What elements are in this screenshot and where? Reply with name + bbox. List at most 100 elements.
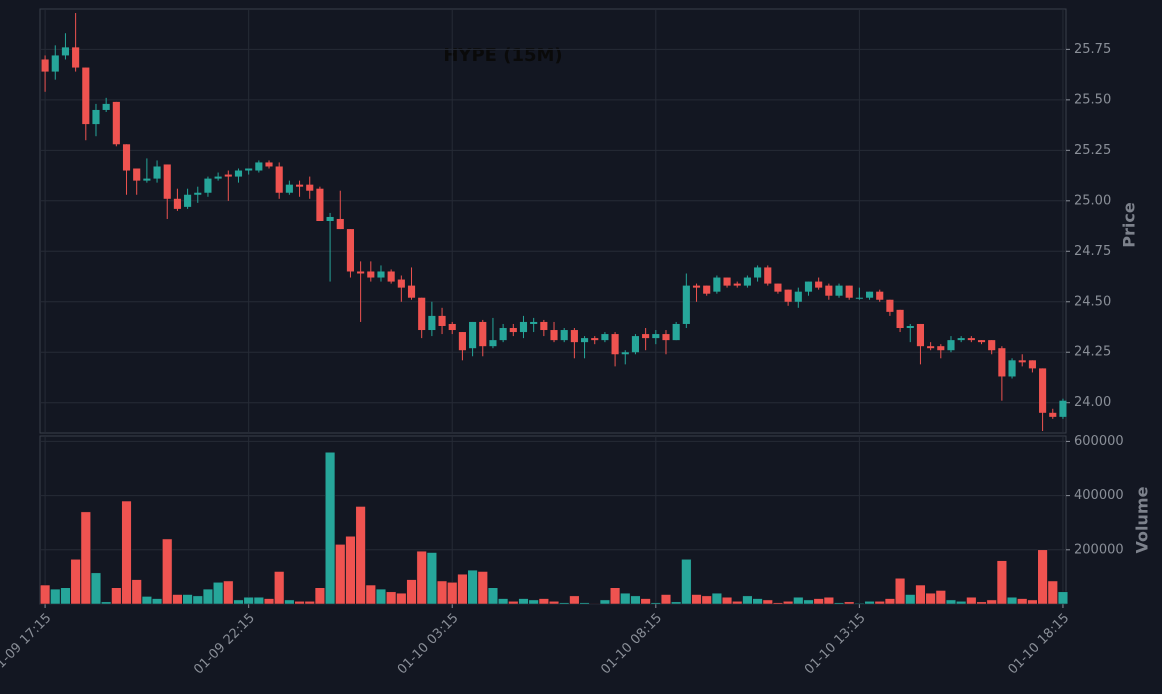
volume-bar	[467, 569, 478, 605]
candle-body	[407, 285, 416, 298]
candle-body	[692, 285, 701, 288]
candle-body	[733, 283, 741, 286]
volume-bar	[813, 598, 824, 605]
volume-bar	[141, 596, 152, 605]
volume-bar	[111, 587, 122, 605]
volume-tick-label: 200000	[1074, 542, 1124, 557]
volume-bar	[579, 602, 590, 605]
volume-bar	[263, 598, 275, 605]
y-tick-label: 24.25	[1074, 345, 1111, 360]
candle-body	[652, 334, 660, 339]
volume-bar	[40, 584, 51, 605]
candle-body	[703, 285, 711, 294]
candle-body	[204, 178, 212, 193]
volume-bar	[80, 511, 91, 605]
volume-bar	[1057, 591, 1069, 605]
volume-bar	[671, 601, 682, 605]
candle-body	[72, 47, 80, 68]
volume-bar	[1047, 580, 1058, 605]
volume-bar	[345, 536, 356, 605]
candle-body	[743, 277, 751, 286]
candle-body	[1049, 412, 1057, 417]
candle-body	[234, 170, 243, 177]
candle-body	[458, 332, 466, 351]
volume-bar	[925, 592, 936, 605]
volume-bar	[477, 571, 488, 605]
y-tick-label: 24.00	[1074, 395, 1111, 410]
volume-bar	[783, 601, 794, 605]
volume-bar	[90, 572, 102, 605]
y-tick-label: 25.75	[1074, 42, 1111, 57]
candle-body	[173, 198, 181, 209]
volume-bar	[986, 599, 997, 605]
volume-bar	[325, 452, 336, 605]
volume-bar	[935, 590, 946, 605]
volume-bar	[559, 602, 570, 605]
candle-body	[611, 334, 619, 355]
candle-body	[295, 184, 304, 187]
candle-body	[122, 144, 131, 171]
volume-bar	[650, 602, 661, 605]
volume-bar	[121, 500, 132, 605]
volume-bar	[915, 584, 926, 605]
candle-body	[845, 285, 853, 298]
candle-body	[896, 309, 904, 329]
candle-body	[214, 176, 222, 179]
volume-bar	[396, 592, 407, 605]
candle-body	[1028, 360, 1036, 369]
candle-body	[377, 271, 385, 278]
candle-body	[428, 315, 436, 331]
y-axis-label: Price	[1120, 202, 1139, 248]
volume-bar	[192, 595, 203, 605]
volume-bar	[131, 579, 142, 605]
volume-bar	[1027, 599, 1038, 605]
volume-bar	[895, 578, 906, 605]
candle-body	[346, 229, 355, 272]
candle-body	[397, 279, 405, 288]
volume-bar	[375, 588, 387, 605]
candle-body	[957, 338, 965, 341]
volume-tick-label: 600000	[1074, 434, 1124, 449]
candle-body	[316, 188, 324, 221]
y-tick-label: 25.50	[1074, 92, 1111, 107]
candle-body	[92, 109, 100, 125]
candle-body	[835, 285, 843, 296]
volume-bar	[874, 601, 885, 605]
y-tick-label: 25.25	[1074, 143, 1111, 158]
volume-bar	[365, 584, 376, 605]
candle-body	[937, 346, 945, 351]
volume-bar	[823, 596, 834, 605]
candle-body	[255, 162, 263, 171]
volume-bar	[70, 559, 81, 605]
candle-body	[672, 323, 680, 341]
candle-body	[133, 168, 141, 181]
candle-body	[265, 162, 273, 167]
volume-bar	[833, 602, 845, 605]
volume-bar	[742, 595, 753, 605]
candle-body	[927, 346, 935, 349]
candle-body	[662, 334, 670, 341]
volume-bar	[721, 596, 733, 605]
candle-body	[713, 277, 721, 292]
candle-body	[764, 267, 772, 284]
volume-bar	[355, 506, 366, 605]
candle-body	[275, 166, 283, 193]
y-tick-label: 25.00	[1074, 193, 1111, 208]
candle-body	[184, 194, 192, 207]
volume-bar	[620, 592, 631, 605]
candle-body	[855, 297, 863, 299]
candle-body	[988, 340, 996, 351]
candle-body	[489, 340, 497, 347]
chart-title: HYPE (15M)	[443, 45, 562, 66]
candle-body	[998, 348, 1006, 377]
volume-bar	[1037, 549, 1048, 605]
candle-body	[754, 267, 762, 278]
candle-body	[591, 338, 599, 341]
candle-body	[530, 321, 538, 324]
candle-body	[163, 164, 171, 199]
volume-bar	[60, 587, 71, 605]
candle-body	[499, 328, 507, 341]
candle-body	[621, 352, 629, 355]
